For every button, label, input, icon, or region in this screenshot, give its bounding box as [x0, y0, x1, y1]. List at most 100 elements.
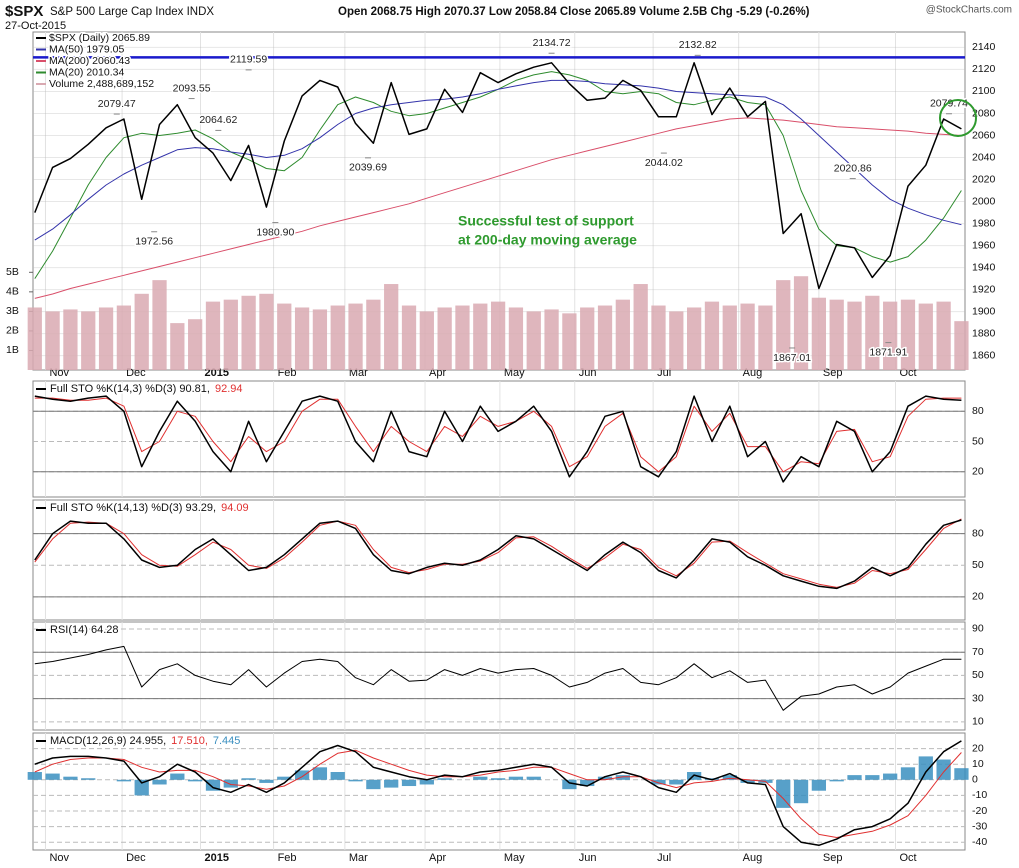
series-line	[34, 740, 962, 847]
x-tick-label: May	[504, 852, 525, 864]
bar	[508, 776, 524, 780]
bar	[544, 309, 559, 370]
bar	[597, 305, 613, 370]
annotation: 2079.47	[98, 98, 136, 110]
bar	[223, 779, 238, 788]
bar	[384, 284, 399, 370]
bar	[330, 772, 345, 780]
panel	[32, 380, 966, 498]
y-tick-label: 20	[972, 591, 984, 603]
bar	[954, 321, 969, 370]
bar	[63, 309, 78, 370]
bar	[740, 779, 755, 783]
bar	[793, 779, 809, 804]
bar	[490, 778, 506, 780]
bar	[45, 311, 60, 370]
y-tick-label: 1920	[972, 283, 996, 295]
annotation: 1867.01	[773, 352, 811, 364]
legend-swatch	[36, 740, 46, 742]
y-tick-label: 10	[972, 758, 984, 770]
bar	[900, 299, 916, 370]
bar	[312, 309, 328, 370]
bar	[793, 276, 809, 370]
bar	[455, 305, 470, 370]
bar	[384, 779, 399, 788]
bar	[562, 779, 577, 790]
y-tick-label: 30	[972, 692, 984, 704]
y-tick-label: -20	[972, 805, 987, 817]
y2-tick-label: 5B	[6, 266, 19, 278]
bar	[722, 305, 737, 370]
bar	[936, 759, 951, 780]
y-tick-label: 20	[972, 466, 984, 478]
note: Successful test of support	[458, 213, 634, 229]
bar	[883, 773, 898, 780]
legend-swatch	[36, 507, 46, 509]
bar	[312, 767, 328, 780]
y-tick-label: 70	[972, 646, 984, 658]
bar	[865, 295, 880, 370]
y-tick-label: 50	[972, 435, 984, 447]
bar	[152, 779, 167, 785]
bar	[597, 776, 613, 780]
bar	[134, 779, 149, 796]
bar	[900, 767, 916, 780]
series-line	[34, 62, 962, 290]
bar	[687, 307, 702, 370]
y-tick-label: -40	[972, 836, 987, 848]
legend-entry: MA(50) 1979.05	[49, 43, 124, 55]
index-name: S&P 500 Large Cap Index INDX	[50, 6, 214, 18]
x-tick-label: Nov	[49, 852, 69, 864]
annotation: 2044.02	[645, 157, 683, 169]
legend-swatch	[36, 48, 46, 51]
y2-tick-label: 1B	[6, 344, 19, 356]
x-tick-label: Jul	[657, 852, 671, 864]
bar	[580, 307, 595, 370]
legend-entry: 92.94	[215, 383, 243, 395]
legend-swatch	[36, 60, 46, 62]
series-line	[34, 519, 962, 590]
legend-entry: 17.510,	[171, 735, 208, 747]
bar	[954, 768, 969, 780]
bar	[811, 779, 827, 791]
annotation: 1871.91	[869, 346, 907, 358]
bar	[669, 779, 684, 785]
y2-tick-label: 3B	[6, 305, 19, 317]
x-tick-label: Jun	[579, 852, 597, 864]
y-tick-label: 1900	[972, 305, 996, 317]
series-line	[34, 749, 962, 838]
series-line	[34, 645, 962, 711]
series-line	[34, 395, 962, 483]
bar	[829, 299, 844, 370]
y-tick-label: 2000	[972, 195, 996, 207]
bar	[526, 311, 541, 370]
y2-tick-label: 2B	[6, 325, 19, 337]
bar	[170, 773, 185, 780]
x-tick-label: 2015	[205, 852, 229, 864]
y-tick-label: 50	[972, 559, 984, 571]
bar	[419, 779, 434, 785]
y-tick-label: 2140	[972, 41, 996, 53]
y-tick-label: 2040	[972, 151, 996, 163]
bar	[811, 297, 827, 370]
panel	[32, 499, 966, 621]
legend-entry: MA(20) 2010.34	[49, 66, 124, 78]
bar	[580, 779, 595, 787]
bar	[188, 319, 203, 370]
annotation: 2039.69	[349, 162, 387, 174]
y-tick-label: 2100	[972, 85, 996, 97]
bar	[277, 776, 292, 780]
quote: Open 2068.75 High 2070.37 Low 2058.84 Cl…	[338, 6, 810, 18]
y-tick-label: 50	[972, 669, 984, 681]
series-line	[34, 117, 962, 299]
bar	[241, 295, 256, 370]
bar	[98, 307, 114, 370]
y-tick-label: -10	[972, 789, 987, 801]
bar	[437, 307, 452, 370]
bar	[633, 284, 648, 370]
bar	[562, 313, 577, 370]
annotation: 2119.59	[230, 54, 267, 66]
legend-entry: MACD(12,26,9) 24.955,	[50, 735, 166, 747]
bar	[63, 776, 78, 780]
